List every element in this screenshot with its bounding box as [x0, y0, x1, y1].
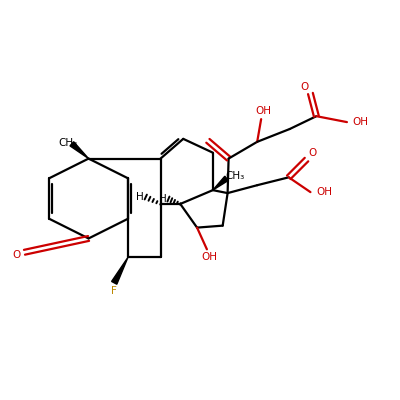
Text: CH₃: CH₃ [225, 171, 244, 181]
Text: O: O [12, 250, 21, 260]
Text: H: H [136, 192, 144, 202]
Text: OH: OH [255, 106, 271, 116]
Polygon shape [213, 176, 228, 190]
Text: O: O [300, 82, 309, 92]
Text: OH: OH [201, 252, 217, 262]
Text: CH₃: CH₃ [58, 138, 78, 148]
Text: H: H [159, 194, 166, 204]
Polygon shape [112, 257, 128, 284]
Text: F: F [111, 286, 117, 296]
Text: OH: OH [353, 117, 369, 127]
Text: OH: OH [316, 187, 332, 197]
Polygon shape [70, 142, 88, 158]
Text: O: O [308, 148, 316, 158]
